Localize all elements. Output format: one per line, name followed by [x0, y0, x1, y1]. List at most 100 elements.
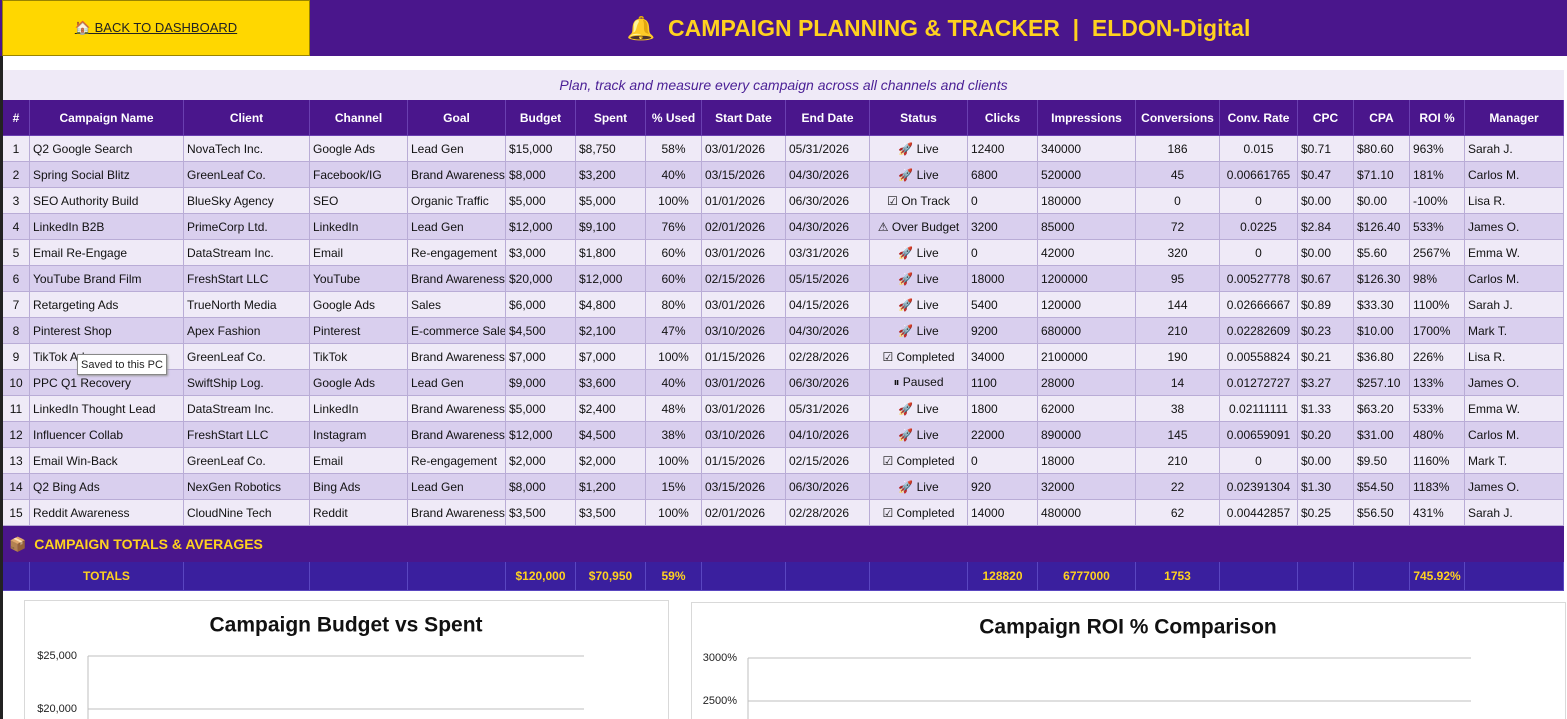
table-cell: 0.0225	[1220, 214, 1298, 240]
table-cell: BlueSky Agency	[184, 188, 310, 214]
empty-cell	[786, 562, 870, 591]
table-cell: 2100000	[1038, 344, 1136, 370]
sheet-edge	[0, 0, 3, 719]
table-cell: Sales	[408, 292, 506, 318]
table-cell: YouTube Brand Film	[30, 266, 184, 292]
table-cell: $20,000	[506, 266, 576, 292]
table-cell: $1.33	[1298, 396, 1354, 422]
table-cell: 03/31/2026	[786, 240, 870, 266]
page-title: 🔔 CAMPAIGN PLANNING & TRACKER | ELDON-Di…	[626, 14, 1251, 41]
table-cell: 0.02391304	[1220, 474, 1298, 500]
table-cell: 6	[3, 266, 30, 292]
table-cell: 04/30/2026	[786, 214, 870, 240]
y-tick-label: 3000%	[703, 652, 737, 664]
table-cell: 02/15/2026	[786, 448, 870, 474]
back-button[interactable]: 🏠 BACK TO DASHBOARD	[2, 0, 310, 56]
table-cell: 1200000	[1038, 266, 1136, 292]
table-cell: 1183%	[1410, 474, 1465, 500]
table-cell: 40%	[646, 162, 702, 188]
table-cell: Reddit Awareness	[30, 500, 184, 526]
table-cell: Organic Traffic	[408, 188, 506, 214]
table-cell: $31.00	[1354, 422, 1410, 448]
table-cell: 47%	[646, 318, 702, 344]
table-cell: 🚀 Live	[870, 396, 968, 422]
table-cell: 680000	[1038, 318, 1136, 344]
table-cell: Spring Social Blitz	[30, 162, 184, 188]
table-cell: 145	[1136, 422, 1220, 448]
table-cell: 9	[3, 344, 30, 370]
table-cell: Re-engagement	[408, 448, 506, 474]
totals-title: 📦 CAMPAIGN TOTALS & AVERAGES	[3, 526, 1564, 562]
column-header: End Date	[786, 100, 870, 136]
table-cell: Emma W.	[1465, 396, 1564, 422]
table-cell: 0	[1220, 448, 1298, 474]
table-cell: 431%	[1410, 500, 1465, 526]
table-cell: 12400	[968, 136, 1038, 162]
table-cell: DataStream Inc.	[184, 396, 310, 422]
table-cell: YouTube	[310, 266, 408, 292]
table-cell: SEO	[310, 188, 408, 214]
table-cell: $0.20	[1298, 422, 1354, 448]
table-cell: Brand Awareness	[408, 396, 506, 422]
table-cell: Q2 Google Search	[30, 136, 184, 162]
table-cell: $2,000	[576, 448, 646, 474]
column-header: CPC	[1298, 100, 1354, 136]
subtitle: Plan, track and measure every campaign a…	[3, 70, 1564, 100]
table-cell: $126.40	[1354, 214, 1410, 240]
table-cell: Bing Ads	[310, 474, 408, 500]
table-cell: Reddit	[310, 500, 408, 526]
table-cell: Instagram	[310, 422, 408, 448]
table-cell: $0.23	[1298, 318, 1354, 344]
table-cell: ⏸ Paused	[870, 370, 968, 396]
table-cell: 480000	[1038, 500, 1136, 526]
table-cell: $5,000	[576, 188, 646, 214]
table-cell: $3,600	[576, 370, 646, 396]
table-cell: $1.30	[1298, 474, 1354, 500]
table-cell: FreshStart LLC	[184, 266, 310, 292]
table-cell: 2	[3, 162, 30, 188]
table-cell: $3,500	[576, 500, 646, 526]
table-cell: 1700%	[1410, 318, 1465, 344]
table-cell: $33.30	[1354, 292, 1410, 318]
table-cell: 180000	[1038, 188, 1136, 214]
column-header: Impressions	[1038, 100, 1136, 136]
table-cell: 0	[1136, 188, 1220, 214]
table-cell: 22	[1136, 474, 1220, 500]
table-cell: $2,000	[506, 448, 576, 474]
table-cell: 03/01/2026	[702, 396, 786, 422]
table-cell: 320	[1136, 240, 1220, 266]
table-cell: 98%	[1410, 266, 1465, 292]
total-cell	[1220, 562, 1298, 591]
table-cell: $8,000	[506, 162, 576, 188]
column-header: % Used	[646, 100, 702, 136]
table-cell: Q2 Bing Ads	[30, 474, 184, 500]
table-cell: 04/15/2026	[786, 292, 870, 318]
table-cell: 100%	[646, 500, 702, 526]
table-cell: 1	[3, 136, 30, 162]
table-cell: 963%	[1410, 136, 1465, 162]
table-cell: NovaTech Inc.	[184, 136, 310, 162]
table-cell: 🚀 Live	[870, 318, 968, 344]
table-cell: 02/01/2026	[702, 500, 786, 526]
table-cell: 0.00661765	[1220, 162, 1298, 188]
table-cell: 0.00527778	[1220, 266, 1298, 292]
table-cell: ☑ Completed	[870, 344, 968, 370]
table-cell: 1100	[968, 370, 1038, 396]
empty-cell	[408, 562, 506, 591]
table-cell: 5400	[968, 292, 1038, 318]
table-cell: 3	[3, 188, 30, 214]
table-cell: 85000	[1038, 214, 1136, 240]
table-cell: 22000	[968, 422, 1038, 448]
table-cell: LinkedIn Thought Lead	[30, 396, 184, 422]
table-cell: Lead Gen	[408, 370, 506, 396]
table-cell: Pinterest Shop	[30, 318, 184, 344]
table-cell: $7,000	[576, 344, 646, 370]
table-cell: 0.02666667	[1220, 292, 1298, 318]
table-cell: 03/10/2026	[702, 422, 786, 448]
table-cell: TrueNorth Media	[184, 292, 310, 318]
chart-frame	[24, 600, 669, 719]
empty-cell	[3, 562, 30, 591]
table-cell: Sarah J.	[1465, 500, 1564, 526]
table-cell: ☑ Completed	[870, 500, 968, 526]
table-cell: 6800	[968, 162, 1038, 188]
